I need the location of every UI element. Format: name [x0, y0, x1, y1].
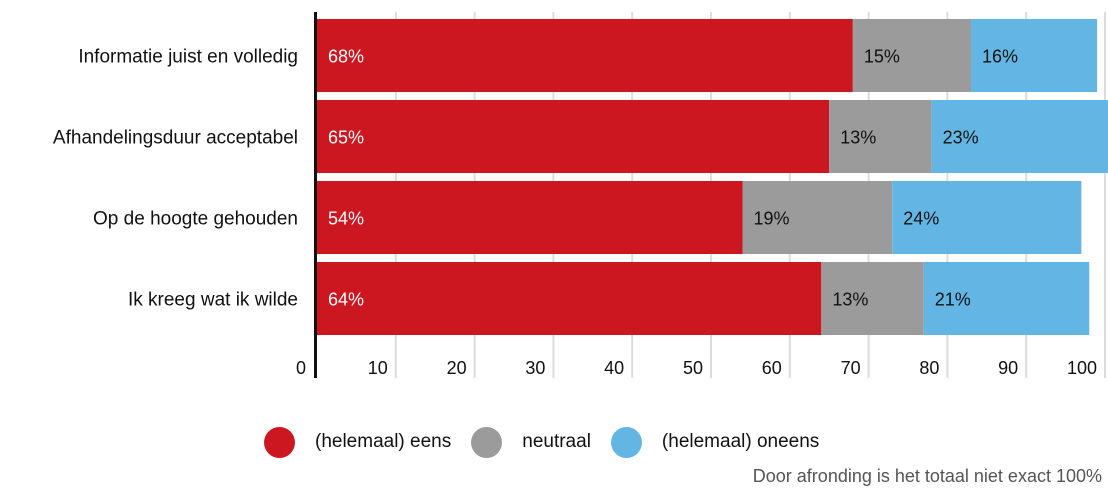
x-tick-label: 50: [683, 358, 703, 378]
x-tick-label: 90: [998, 358, 1018, 378]
data-label: 23%: [943, 128, 979, 148]
x-tick-label: 0: [296, 358, 306, 378]
bars: [317, 19, 1108, 335]
x-tick-label: 10: [368, 358, 388, 378]
data-label: 64%: [328, 290, 364, 310]
bar-segment: [971, 19, 1098, 92]
x-tick-label: 60: [762, 358, 782, 378]
data-label: 15%: [864, 47, 900, 67]
x-tick-label: 40: [604, 358, 624, 378]
x-tick-label: 100: [1067, 358, 1097, 378]
data-label: 21%: [935, 290, 971, 310]
data-label: 24%: [903, 209, 939, 229]
category-label: Op de hoogte gehouden: [93, 209, 298, 230]
bar-segment: [317, 100, 830, 173]
legend-swatch-oneens: [610, 426, 642, 458]
bar-segment: [892, 181, 1082, 254]
bar-segment: [317, 262, 822, 335]
x-tick-label: 80: [919, 358, 939, 378]
legend-item-eens: (helemaal) eens: [264, 426, 452, 458]
legend-label-eens: (helemaal) eens: [315, 431, 452, 452]
bar-segment: [829, 100, 932, 173]
bar-segment: [317, 19, 853, 92]
data-label: 19%: [754, 209, 790, 229]
bar-segment: [931, 100, 1108, 173]
x-tick-label: 30: [525, 358, 545, 378]
data-label: 13%: [840, 128, 876, 148]
bar-segment: [742, 181, 893, 254]
category-label: Ik kreeg wat ik wilde: [128, 290, 298, 311]
x-tick-label: 20: [447, 358, 467, 378]
legend-label-oneens: (helemaal) oneens: [661, 431, 820, 452]
data-label: 13%: [832, 290, 868, 310]
bar-segment: [317, 181, 743, 254]
data-label: 65%: [328, 128, 364, 148]
stacked-bar-chart: 0 10 20 30 40 50 60 70 80 90 100 Informatie juist e…: [53, 12, 1108, 379]
legend: (helemaal) eens neutraal (helemaal) onee…: [264, 424, 839, 460]
legend-swatch-neutraal: [471, 426, 503, 458]
legend-swatch-eens: [264, 426, 295, 458]
data-label: 16%: [982, 47, 1018, 67]
category-label: Afhandelingsduur acceptabel: [53, 128, 298, 149]
data-label: 54%: [328, 209, 364, 229]
bar-segment: [923, 262, 1090, 335]
footnote: Door afronding is het totaal niet exact …: [752, 466, 1102, 486]
legend-item-oneens: (helemaal) oneens: [610, 426, 820, 458]
legend-label-neutraal: neutraal: [522, 431, 591, 452]
bar-segment: [821, 262, 924, 335]
labels: 0 10 20 30 40 50 60 70 80 90 100 Informatie juist e…: [53, 47, 1097, 379]
category-label: Informatie juist en volledig: [78, 47, 298, 68]
legend-item-neutraal: neutraal: [471, 426, 591, 458]
x-tick-label: 70: [841, 358, 861, 378]
bar-segment: [852, 19, 972, 92]
data-label: 68%: [328, 47, 364, 67]
